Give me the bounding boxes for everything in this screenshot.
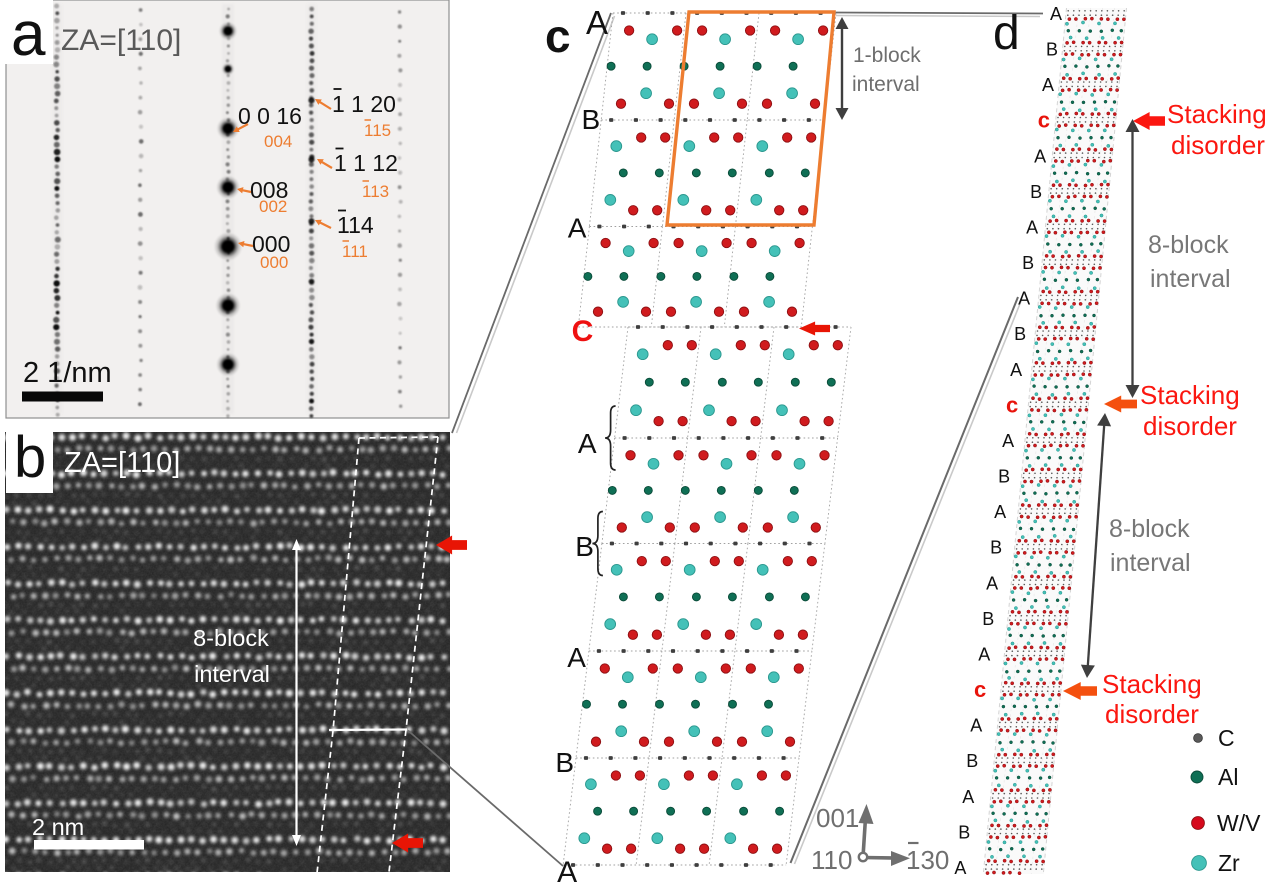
svg-text:interval: interval: [852, 73, 920, 96]
svg-text:B: B: [1046, 40, 1058, 60]
svg-text:A: A: [1042, 75, 1054, 95]
svg-text:A: A: [567, 642, 586, 673]
svg-text:Stacking: Stacking: [1167, 99, 1267, 129]
svg-text:disorder: disorder: [1105, 699, 1199, 729]
svg-text:disorder: disorder: [1171, 130, 1265, 160]
svg-text:c: c: [545, 10, 571, 62]
svg-text:interval: interval: [1150, 265, 1231, 293]
svg-text:A: A: [568, 213, 587, 244]
svg-text:a: a: [11, 0, 46, 69]
svg-text:A: A: [994, 502, 1006, 522]
svg-text:A: A: [962, 787, 974, 807]
svg-text:interval: interval: [1110, 549, 1191, 577]
svg-text:A: A: [1034, 146, 1046, 166]
svg-text:004: 004: [264, 132, 292, 151]
svg-text:W/V: W/V: [1217, 810, 1261, 836]
svg-text:0 0 16: 0 0 16: [238, 103, 302, 129]
svg-text:A: A: [1002, 431, 1014, 451]
svg-text:C: C: [1218, 725, 1235, 751]
svg-text:B: B: [966, 751, 978, 771]
svg-text:000: 000: [252, 231, 290, 257]
svg-text:110: 110: [811, 845, 852, 875]
svg-text:000: 000: [260, 253, 288, 272]
svg-text:A: A: [578, 428, 597, 459]
svg-text:008: 008: [250, 177, 288, 203]
svg-text:002: 002: [259, 197, 287, 216]
svg-text:001: 001: [816, 803, 859, 833]
svg-text:disorder: disorder: [1143, 411, 1237, 441]
svg-text:A: A: [970, 716, 982, 736]
svg-text:A: A: [978, 644, 990, 664]
svg-text:B: B: [958, 822, 970, 842]
svg-text:114: 114: [337, 212, 374, 238]
svg-text:Zr: Zr: [1218, 850, 1240, 876]
svg-text:B: B: [1022, 253, 1034, 273]
svg-text:c: c: [974, 677, 986, 702]
svg-text:interval: interval: [194, 661, 270, 687]
svg-text:C: C: [572, 315, 594, 348]
svg-text:Stacking: Stacking: [1102, 669, 1202, 699]
svg-text:A: A: [1010, 360, 1022, 380]
svg-text:A: A: [586, 4, 608, 41]
svg-text:A: A: [1050, 4, 1062, 24]
svg-text:113: 113: [362, 182, 389, 201]
svg-text:Stacking: Stacking: [1140, 380, 1240, 410]
svg-text:B: B: [575, 531, 594, 562]
svg-text:111: 111: [342, 242, 368, 261]
svg-text:B: B: [998, 467, 1010, 487]
svg-text:A: A: [1018, 289, 1030, 309]
svg-text:130: 130: [906, 845, 949, 875]
svg-text:8-block: 8-block: [193, 625, 269, 651]
svg-text:A: A: [557, 856, 577, 886]
svg-text:2 1/nm: 2 1/nm: [23, 357, 112, 389]
svg-text:b: b: [14, 425, 46, 490]
svg-text:ZA=[110]: ZA=[110]: [64, 447, 180, 479]
svg-text:1 1 12: 1 1 12: [334, 150, 398, 176]
svg-text:B: B: [555, 747, 574, 778]
svg-text:1-block: 1-block: [853, 44, 921, 67]
svg-text:B: B: [990, 538, 1002, 558]
svg-text:2 nm: 2 nm: [32, 814, 84, 840]
svg-text:A: A: [986, 573, 998, 593]
svg-text:B: B: [1014, 324, 1026, 344]
svg-text:8-block: 8-block: [1109, 515, 1190, 543]
svg-text:c: c: [1006, 392, 1018, 417]
svg-text:c: c: [1038, 108, 1050, 133]
svg-text:8-block: 8-block: [1148, 231, 1229, 259]
svg-text:115: 115: [364, 121, 391, 140]
svg-text:B: B: [982, 609, 994, 629]
svg-text:A: A: [1026, 218, 1038, 238]
svg-text:B: B: [582, 104, 601, 135]
svg-text:1 1 20: 1 1 20: [332, 91, 396, 117]
svg-text:d: d: [993, 7, 1020, 60]
svg-text:B: B: [1030, 182, 1042, 202]
svg-text:A: A: [954, 858, 966, 878]
svg-text:Al: Al: [1218, 764, 1238, 790]
svg-text:ZA=[110]: ZA=[110]: [61, 24, 181, 57]
